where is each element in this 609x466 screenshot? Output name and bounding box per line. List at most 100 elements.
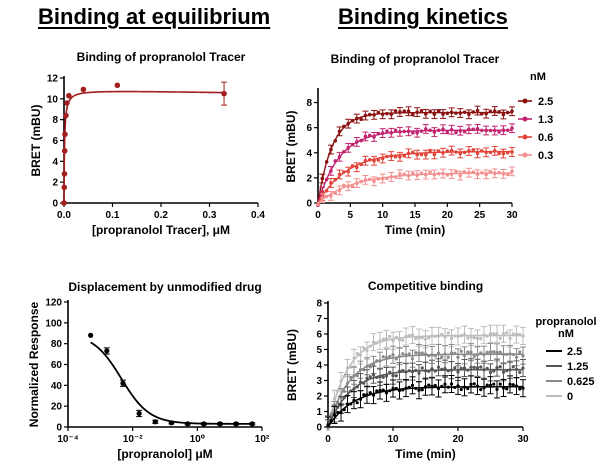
chart-a-data-point <box>61 200 67 206</box>
chart-d-data-point-0 <box>505 331 509 335</box>
chart-c-data-point <box>120 380 126 386</box>
chart-d-data-point-1.25 <box>453 366 457 370</box>
chart-b-x-tick-label: 5 <box>348 210 354 221</box>
chart-b-y-tick-label: 2 <box>306 173 312 184</box>
chart-b-data-point-0.6 <box>355 165 359 170</box>
chart-d-data-point-1.25 <box>420 366 424 370</box>
chart-d-data-point-0.625 <box>456 355 460 359</box>
chart-d-data-point-1.25 <box>479 365 483 369</box>
chart-b-data-point-1.3 <box>445 130 450 135</box>
chart-b-data-point-1.3 <box>380 131 385 135</box>
chart-d-x-tick-label: 30 <box>517 434 529 445</box>
chart-b-data-point-2.5 <box>467 112 471 117</box>
chart-b-data-point-2.5 <box>432 112 437 116</box>
chart-b-data-point-0.3 <box>445 173 450 177</box>
chart-a-y-tick-label: 4 <box>52 157 58 168</box>
chart-b-data-point-0.3 <box>346 184 350 188</box>
chart-d-data-point-0 <box>423 337 428 341</box>
chart-b-data-point-0.6 <box>389 154 394 158</box>
chart-b-data-point-1.3 <box>454 130 458 135</box>
chart-b-data-point-1.3 <box>359 138 363 143</box>
chart-d-data-point-0.625 <box>498 350 502 354</box>
chart-b-data-point-0.3 <box>419 171 424 176</box>
chart-b-data-point-2.5 <box>320 176 325 181</box>
chart-b-legend: nM 2.5 1.3 0.6 0.3 <box>518 71 553 162</box>
chart-b-data-point-1.3 <box>411 131 415 135</box>
chart-b-data-point-2.5 <box>376 110 381 115</box>
chart-b-data-point-0.3 <box>316 202 320 207</box>
chart-b-data-point-0.3 <box>428 170 432 174</box>
chart-b-data-point-0.3 <box>467 170 471 175</box>
chart-b-data-point-1.3 <box>346 146 350 150</box>
chart-b-data-point-2.5 <box>337 129 342 134</box>
chart-b-data-point-0.6 <box>436 149 441 153</box>
chart-d-data-point-2.5 <box>505 387 509 391</box>
chart-b-data-point-2.5 <box>510 109 514 114</box>
chart-b-data-point-0.3 <box>367 177 372 182</box>
chart-a-y-tick-label: 10 <box>47 94 59 105</box>
chart-d-data-point-2.5 <box>410 383 415 387</box>
chart-c-title: Displacement by unmodified drug <box>68 280 261 294</box>
chart-b-data-point-0.6 <box>363 158 368 163</box>
chart-b-data-point-0.3 <box>492 171 497 176</box>
chart-b-data-point-0.6 <box>497 151 501 156</box>
chart-d-data-point-0 <box>446 331 450 335</box>
chart-c-x-tick-label: 10⁻⁴ <box>57 434 78 445</box>
chart-b-data-point-0.3 <box>432 172 437 177</box>
chart-b-data-point-0.3 <box>475 172 480 177</box>
chart-d-data-point-0.625 <box>466 350 470 354</box>
chart-b-data-point-0.6 <box>333 177 338 182</box>
chart-a-data-point <box>114 82 121 89</box>
chart-d-data-point-0 <box>501 332 506 336</box>
chart-b-data-point-1.3 <box>497 130 501 134</box>
chart-b-y-tick-label: 4 <box>306 148 312 159</box>
chart-a-data-point <box>62 131 68 138</box>
chart-b-data-point-0.6 <box>445 149 450 153</box>
chart-d-data-point-0.625 <box>459 349 463 353</box>
chart-d-data-point-1.25 <box>381 375 385 379</box>
chart-b-data-point-0.6 <box>367 157 372 162</box>
chart-d-data-point-0.625 <box>446 355 450 359</box>
chart-a-data-point <box>61 184 68 191</box>
chart-b-data-point-2.5 <box>415 110 419 114</box>
chart-b-x-tick-label: 30 <box>506 210 518 221</box>
chart-b-data-point-1.3 <box>441 127 445 132</box>
chart-d-data-point-0 <box>391 339 395 343</box>
chart-b-data-point-1.3 <box>363 134 368 139</box>
chart-d-data-point-1.25 <box>462 366 467 370</box>
chart-d-legend-label: 2.5 <box>567 346 582 358</box>
chart-c-data-point <box>168 420 175 426</box>
chart-b-data-point-0.3 <box>505 172 510 177</box>
chart-b-data-point-2.5 <box>436 109 441 113</box>
chart-b-data-point-1.3 <box>419 129 424 133</box>
chart-c-data-point <box>185 421 191 427</box>
chart-d-data-point-0 <box>388 334 392 339</box>
chart-b-data-point-2.5 <box>406 109 411 114</box>
chart-b-data-point-2.5 <box>333 139 338 143</box>
chart-a-data-point <box>61 148 68 154</box>
chart-d-data-point-2.5 <box>433 383 437 388</box>
chart-b-data-point-1.3 <box>406 129 411 134</box>
chart-b-data-point-0.6 <box>510 150 514 154</box>
chart-b-x-axis-label: Time (min) <box>385 223 445 237</box>
chart-b-data-point-2.5 <box>342 124 346 129</box>
chart-d-data-point-1.25 <box>475 366 480 370</box>
chart-b-data-point-1.3 <box>398 130 402 134</box>
chart-b-x-tick-label: 10 <box>377 210 389 221</box>
chart-b-data-point-1.3 <box>505 128 510 133</box>
chart-c-y-tick-label: 100 <box>45 318 62 329</box>
chart-d-data-point-0.625 <box>485 350 489 354</box>
chart-b-data-point-0.6 <box>462 150 467 155</box>
chart-d-data-point-0 <box>508 336 512 341</box>
chart-d-title: Competitive binding <box>368 279 483 293</box>
chart-d-data-point-2.5 <box>355 401 359 405</box>
chart-b-data-point-0.6 <box>475 151 480 156</box>
chart-b-data-point-0.3 <box>324 194 329 199</box>
chart-b-data-point-1.3 <box>367 133 372 138</box>
chart-d-data-point-0.625 <box>518 350 522 354</box>
chart-d-data-point-2.5 <box>466 386 470 391</box>
chart-b-x-tick-label: 20 <box>442 210 454 221</box>
chart-c-data-point <box>233 421 239 427</box>
chart-b-y-tick-label: 6 <box>306 123 312 134</box>
